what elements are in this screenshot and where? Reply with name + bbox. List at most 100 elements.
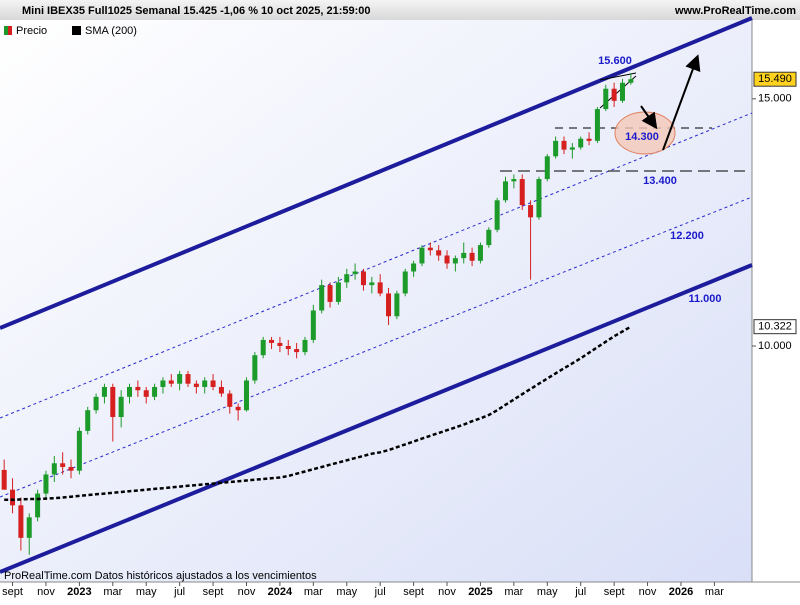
- x-tick-label: 2026: [669, 586, 693, 598]
- candle-body: [168, 380, 174, 384]
- candle-body: [386, 293, 392, 317]
- candle-body: [26, 517, 32, 538]
- candle-body: [469, 252, 475, 261]
- candle-body: [35, 493, 41, 518]
- candle-body: [561, 140, 567, 150]
- candle-body: [544, 156, 550, 180]
- candle-body: [402, 271, 408, 294]
- price-tag: [753, 71, 797, 87]
- candle-body: [377, 282, 383, 294]
- candle-body: [394, 293, 400, 317]
- x-tick-label: 2025: [468, 586, 492, 598]
- candle-body: [60, 463, 66, 467]
- candle-body: [452, 258, 458, 264]
- x-tick-label: sept: [203, 586, 224, 598]
- x-tick-label: nov: [438, 586, 456, 598]
- candle-body: [611, 88, 617, 101]
- y-tick-label: 10.000: [758, 340, 792, 352]
- candle-body: [185, 374, 191, 384]
- x-tick-label: jul: [574, 586, 586, 598]
- candle-body: [218, 386, 224, 394]
- candle-body: [277, 342, 283, 346]
- legend-swatch: [4, 26, 8, 35]
- candle-body: [553, 140, 559, 157]
- candle-body: [494, 200, 500, 230]
- x-tick-label: sept: [2, 586, 23, 598]
- candle-body: [628, 79, 634, 83]
- candle-body: [93, 396, 99, 411]
- candle-body: [327, 285, 333, 302]
- x-tick-label: 2024: [268, 586, 293, 598]
- x-tick-label: mar: [304, 586, 323, 598]
- x-tick-label: mar: [103, 586, 122, 598]
- candle-body: [118, 396, 124, 418]
- candle-body: [335, 282, 341, 302]
- x-tick-label: sept: [403, 586, 424, 598]
- candle-body: [528, 205, 534, 218]
- x-tick-label: mar: [705, 586, 724, 598]
- candle-body: [586, 138, 592, 141]
- candle-body: [202, 380, 208, 387]
- legend-label: SMA (200): [85, 25, 137, 37]
- legend-swatch: [8, 26, 12, 35]
- candle-body: [319, 285, 325, 311]
- price-tag: [753, 319, 797, 335]
- x-tick-label: jul: [173, 586, 185, 598]
- candle-body: [127, 386, 133, 397]
- annotation: 13.400: [643, 175, 677, 187]
- x-tick-label: mar: [504, 586, 523, 598]
- candle-body: [76, 430, 82, 471]
- candle-body: [18, 505, 24, 538]
- candle-body: [193, 383, 199, 387]
- candle-body: [536, 179, 542, 218]
- chart-title: Mini IBEX35 Full1025 Semanal 15.425 -1,0…: [22, 5, 371, 17]
- candle-body: [143, 390, 149, 397]
- candle-body: [302, 339, 308, 353]
- annotation: 11.000: [688, 293, 721, 305]
- candle-body: [344, 274, 350, 283]
- candle-body: [436, 250, 442, 256]
- candle-body: [519, 179, 525, 206]
- candle-body: [369, 282, 375, 286]
- candle-body: [461, 252, 467, 259]
- candle-body: [269, 339, 275, 343]
- candle-body: [260, 339, 266, 356]
- candle-body: [411, 263, 417, 272]
- x-tick-label: jul: [374, 586, 386, 598]
- candle-body: [419, 247, 425, 264]
- source: www.ProRealTime.com: [674, 5, 796, 17]
- x-tick-label: may: [336, 586, 357, 598]
- annotation: 12.200: [670, 230, 704, 242]
- channel-lower: [0, 263, 753, 574]
- candle-body: [51, 463, 57, 475]
- candle-body: [603, 88, 609, 110]
- x-tick-label: nov: [238, 586, 256, 598]
- candle-body: [285, 345, 291, 350]
- price-tag-label: 10.322: [758, 321, 792, 333]
- candle-body: [1, 469, 7, 490]
- candle-body: [43, 474, 49, 494]
- candle-body: [594, 109, 600, 141]
- x-tick-label: sept: [604, 586, 625, 598]
- candle-body: [352, 271, 358, 275]
- candle-body: [503, 181, 509, 201]
- candle-body: [511, 179, 517, 182]
- candle-body: [252, 355, 258, 381]
- candle-body: [210, 380, 216, 387]
- plot-background: [0, 20, 752, 582]
- x-tick-label: nov: [639, 586, 657, 598]
- sma-line: [4, 325, 632, 502]
- candle-body: [101, 386, 107, 397]
- candle-body: [227, 393, 233, 407]
- candle-body: [578, 138, 584, 148]
- annotation: 15.600: [598, 55, 632, 67]
- candle-body: [294, 349, 300, 353]
- price-tag-label: 15.490: [758, 73, 792, 85]
- footer: ProRealTime.com Datos históricos ajustad…: [4, 570, 317, 582]
- arrow: [662, 54, 701, 151]
- candle-body: [110, 386, 116, 418]
- candle-body: [152, 386, 158, 397]
- candle-body: [243, 380, 249, 411]
- legend-swatch: [72, 26, 81, 35]
